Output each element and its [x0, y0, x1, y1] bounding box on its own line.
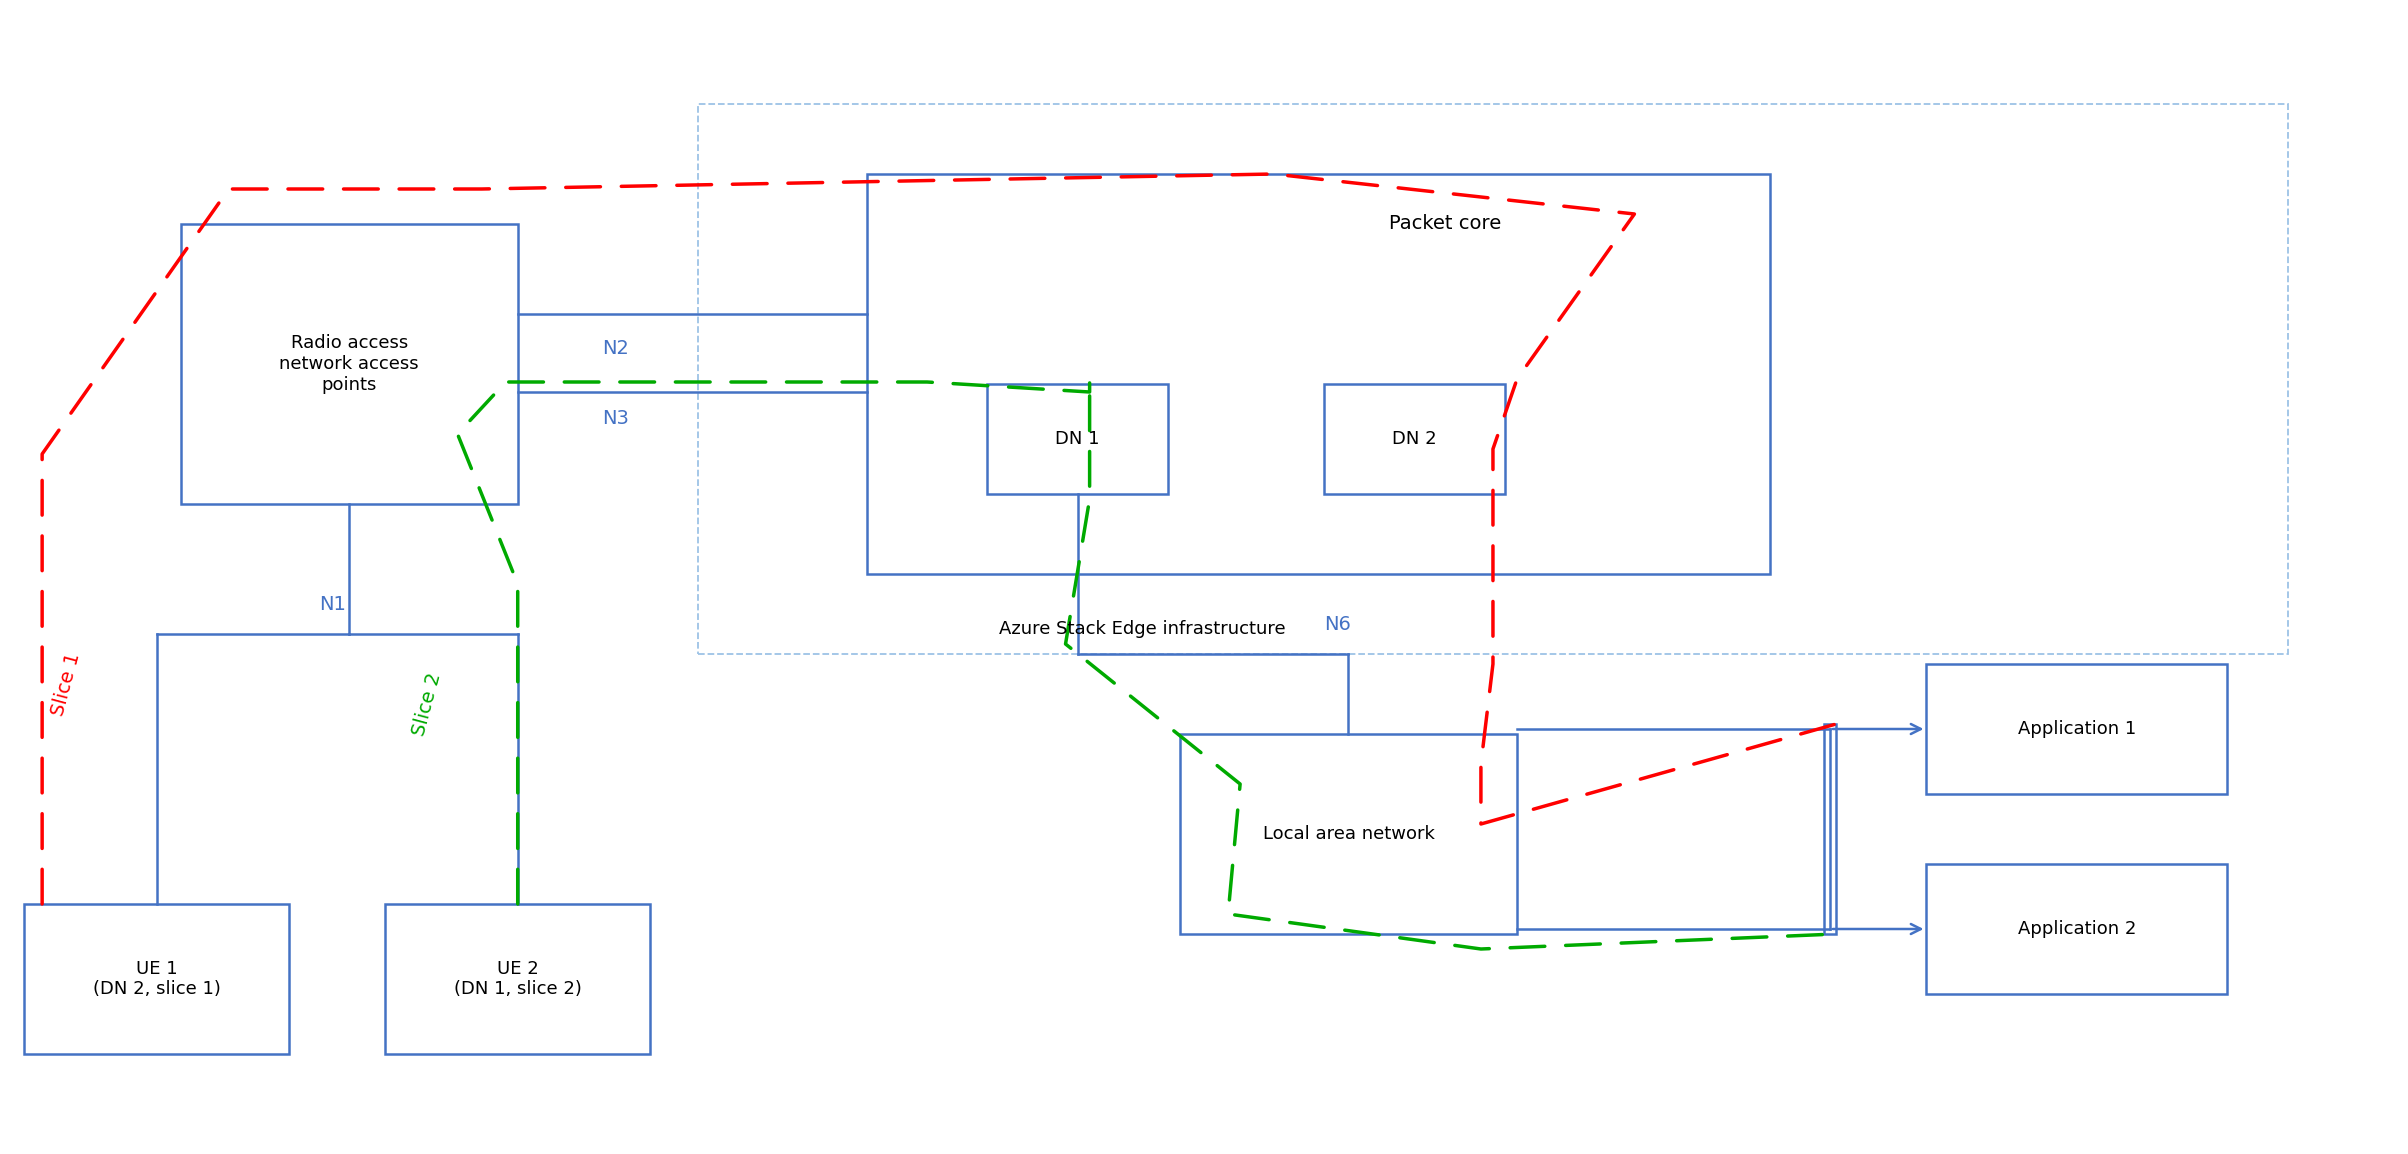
- Bar: [698, 104, 2288, 654]
- Text: DN 2: DN 2: [1392, 430, 1438, 448]
- Bar: [1324, 384, 1505, 494]
- Bar: [24, 904, 289, 1054]
- Text: Application 2: Application 2: [2018, 920, 2136, 938]
- Bar: [1926, 664, 2227, 794]
- Bar: [181, 224, 518, 504]
- Text: Packet core: Packet core: [1389, 215, 1500, 233]
- Bar: [1926, 864, 2227, 994]
- Text: Azure Stack Edge infrastructure: Azure Stack Edge infrastructure: [999, 620, 1286, 638]
- Text: DN 1: DN 1: [1055, 430, 1100, 448]
- Bar: [385, 904, 650, 1054]
- Bar: [1825, 724, 1835, 934]
- Text: Local area network: Local area network: [1262, 825, 1435, 844]
- Bar: [987, 384, 1168, 494]
- Text: Application 1: Application 1: [2018, 720, 2136, 739]
- Text: Slice 2: Slice 2: [409, 670, 445, 737]
- Text: UE 1
(DN 2, slice 1): UE 1 (DN 2, slice 1): [92, 960, 222, 998]
- Text: N1: N1: [318, 594, 347, 614]
- Bar: [1180, 734, 1517, 934]
- Text: UE 2
(DN 1, slice 2): UE 2 (DN 1, slice 2): [453, 960, 583, 998]
- Bar: [867, 174, 1770, 574]
- Text: N2: N2: [602, 339, 628, 359]
- Text: N6: N6: [1324, 614, 1351, 634]
- Text: Radio access
network access
points: Radio access network access points: [279, 335, 419, 394]
- Text: Slice 1: Slice 1: [48, 650, 84, 718]
- Text: N3: N3: [602, 410, 628, 428]
